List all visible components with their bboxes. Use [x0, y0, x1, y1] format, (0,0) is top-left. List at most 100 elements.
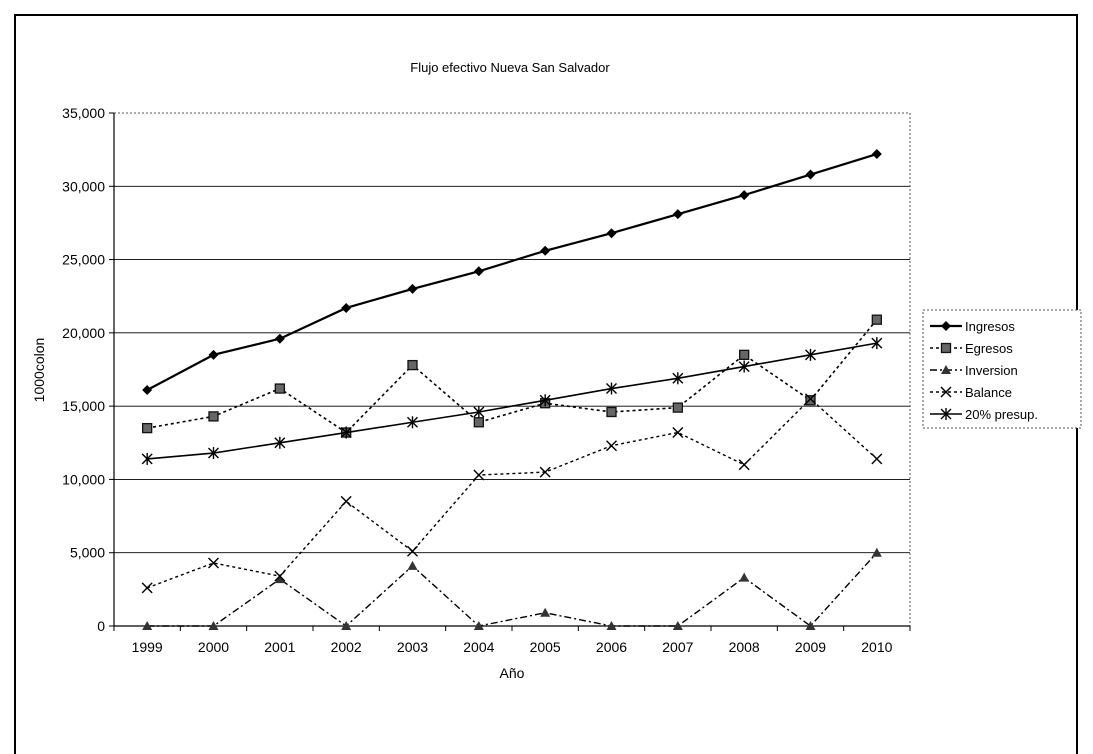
x-tick-label: 2002	[331, 639, 362, 655]
data-point	[142, 422, 153, 434]
legend-swatch-marker	[940, 386, 952, 398]
data-point	[606, 228, 617, 239]
data-point	[672, 402, 683, 413]
y-tick-label: 35,000	[62, 105, 105, 121]
data-point	[407, 416, 418, 429]
y-tick-label: 0	[97, 618, 105, 634]
y-tick-label: 25,000	[62, 252, 105, 268]
x-tick-label: 2003	[397, 639, 428, 655]
x-tick-label: 2008	[729, 639, 760, 655]
y-tick-label: 5,000	[70, 545, 105, 561]
data-point	[141, 452, 153, 465]
data-point	[739, 572, 750, 582]
data-point	[805, 393, 816, 405]
legend-label: Inversion	[965, 363, 1018, 378]
legend-entry: 20% presup.	[930, 407, 1038, 422]
x-axis-ticks: 1999 2000 2001 2002 2003 2004 2005 2006 2007 2008…	[113, 626, 911, 655]
data-point	[738, 459, 750, 471]
data-point	[739, 349, 750, 360]
data-point	[672, 621, 683, 630]
legend-swatch-marker	[940, 408, 952, 420]
data-point	[407, 545, 418, 557]
data-point	[871, 337, 883, 350]
series-line	[146, 397, 878, 589]
series-line	[146, 152, 878, 391]
data-point	[208, 349, 219, 360]
legend-swatch-marker	[940, 342, 952, 354]
data-point	[540, 245, 551, 256]
series-inversion	[142, 547, 882, 630]
x-tick-label: 2004	[463, 639, 494, 655]
data-point	[473, 469, 485, 481]
data-point	[540, 607, 551, 617]
x-axis-title: Año	[500, 665, 525, 681]
data-point	[407, 359, 418, 371]
x-tick-label: 2006	[596, 639, 627, 655]
data-point	[208, 621, 219, 630]
x-tick-label: 1999	[132, 639, 163, 655]
data-point	[606, 382, 617, 395]
data-point	[208, 557, 219, 569]
series-layer	[141, 149, 883, 630]
series-egresos	[142, 314, 882, 438]
data-point	[539, 466, 551, 478]
legend-entry: Ingresos	[930, 319, 1015, 334]
data-point	[738, 360, 750, 373]
y-tick-label: 10,000	[62, 471, 105, 487]
data-point	[407, 283, 418, 294]
data-point	[407, 560, 418, 570]
data-point	[340, 426, 352, 439]
x-tick-label: 2010	[861, 639, 892, 655]
data-point	[340, 495, 352, 507]
data-point	[473, 417, 484, 428]
x-tick-label: 2000	[198, 639, 229, 655]
data-point	[274, 574, 285, 584]
y-tick-label: 20,000	[62, 325, 105, 341]
series-ingresos	[142, 149, 882, 396]
x-tick-label: 2005	[530, 639, 561, 655]
legend-label: Ingresos	[965, 319, 1015, 334]
legend-entry: Balance	[930, 385, 1012, 400]
data-point	[142, 385, 153, 396]
data-point	[606, 621, 617, 630]
legend: Ingresos Egresos Inversion Balance 20% presu…	[922, 309, 1082, 429]
x-tick-label: 2001	[264, 639, 295, 655]
data-point	[805, 395, 816, 406]
data-point	[274, 383, 285, 394]
data-point	[871, 149, 882, 160]
data-point	[672, 427, 684, 439]
data-point	[208, 447, 219, 460]
y-tick-label: 15,000	[62, 398, 105, 414]
x-tick-label: 2009	[795, 639, 826, 655]
series-line	[147, 319, 878, 434]
data-point	[805, 621, 816, 630]
data-point	[606, 406, 617, 418]
data-point	[341, 302, 352, 313]
data-point	[539, 394, 551, 407]
plot-area	[113, 112, 911, 627]
data-point	[208, 411, 219, 422]
legend-entry: Egresos	[930, 341, 1013, 356]
data-point	[274, 436, 286, 449]
chart-title: Flujo efectivo Nueva San Salvador	[410, 60, 610, 75]
data-point	[473, 621, 484, 630]
x-tick-label: 2007	[662, 639, 693, 655]
y-axis-ticks: 0 5,000 10,000 15,000 20,000 25,000 30,000 35,0…	[62, 105, 114, 634]
data-point	[142, 621, 153, 630]
legend-swatch-marker	[941, 321, 951, 331]
data-point	[274, 570, 286, 582]
legend-box	[922, 309, 1082, 429]
data-point	[141, 582, 153, 594]
series-20-presup	[141, 337, 883, 465]
series-line	[147, 552, 878, 627]
data-point	[606, 440, 617, 452]
data-point	[805, 169, 816, 180]
data-point	[473, 266, 484, 277]
legend-label: Egresos	[965, 341, 1013, 356]
legend-swatch-marker	[941, 365, 951, 374]
data-point	[672, 209, 683, 220]
y-tick-label: 30,000	[62, 178, 105, 194]
data-point	[274, 333, 285, 344]
data-point	[341, 621, 352, 630]
data-point	[805, 348, 816, 361]
